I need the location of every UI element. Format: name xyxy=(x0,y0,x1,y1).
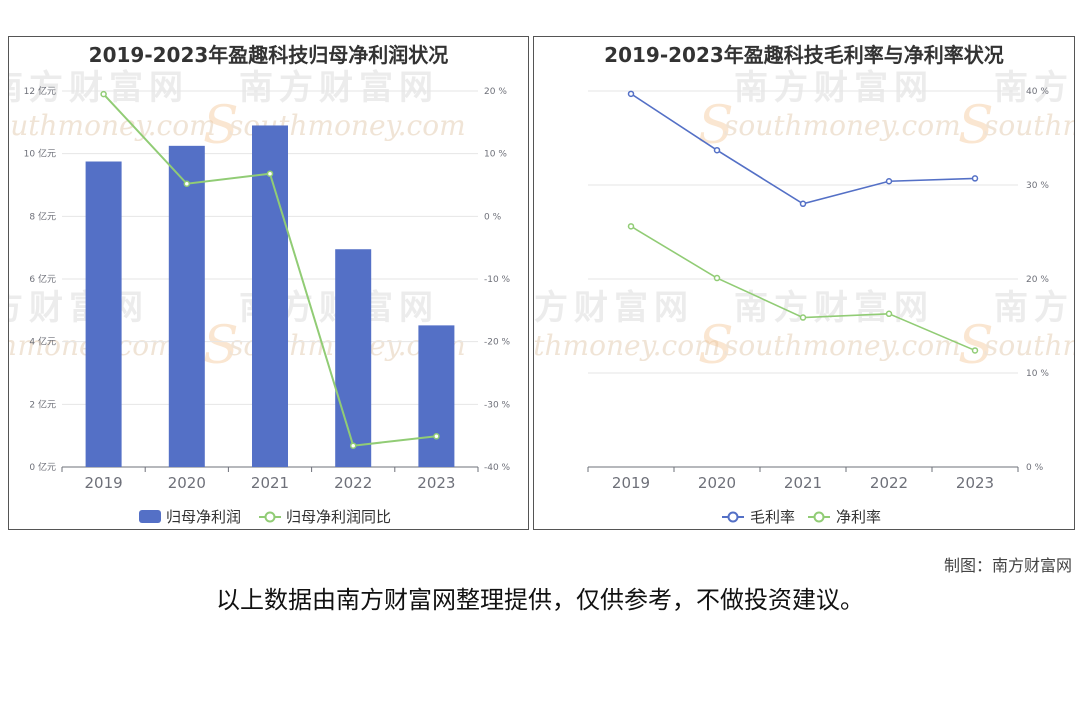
series-point-0-2021 xyxy=(799,200,807,208)
watermark-s: S xyxy=(203,316,239,376)
margin-chart: 南方财富网Ssouthmoney.com南方财富网Ssouthmoney.com… xyxy=(534,68,1075,526)
y-left-tick-label: 6 亿元 xyxy=(29,273,56,285)
legend-marker xyxy=(727,511,739,523)
y-right-tick-label: 10 % xyxy=(484,150,507,160)
chart-title: 2019-2023年盈趣科技毛利率与净利率状况 xyxy=(604,43,1004,67)
watermark-cn: 南方财富网 xyxy=(9,288,149,328)
y-left-tick-label: 12 亿元 xyxy=(24,85,56,97)
watermark-s: S xyxy=(698,96,734,156)
yoy-point-2022 xyxy=(349,442,357,449)
x-tick-label: 2019 xyxy=(85,474,123,492)
y-right-tick-label: 10 % xyxy=(1026,369,1049,379)
watermark-cn: 南方财富网 xyxy=(994,68,1075,108)
watermark-s: S xyxy=(203,96,239,156)
y-right-tick-label: -30 % xyxy=(484,400,511,410)
watermark-en: southmoney.com xyxy=(9,109,216,142)
y-left-tick-label: 0 亿元 xyxy=(29,461,56,473)
net-profit-chart: 南方财富网Ssouthmoney.com南方财富网Ssouthmoney.com… xyxy=(9,68,511,526)
yoy-point-2019 xyxy=(100,90,107,98)
watermark-cn: 南方财富网 xyxy=(534,288,694,328)
y-right-tick-label: -10 % xyxy=(484,275,511,285)
legend-label: 毛利率 xyxy=(750,508,795,526)
y-left-tick-label: 8 亿元 xyxy=(29,210,56,222)
bar-2021 xyxy=(252,125,288,467)
series-point-1-2021 xyxy=(799,314,807,321)
legend-label: 净利率 xyxy=(836,508,881,526)
series-point-0-2023 xyxy=(971,175,979,182)
y-right-tick-label: 30 % xyxy=(1026,181,1049,191)
watermark-cn: 南方财富网 xyxy=(9,68,189,108)
legend-label: 归母净利润 xyxy=(166,508,241,526)
watermark-cn: 南方财富网 xyxy=(994,288,1075,328)
watermark-en: southmoney.com xyxy=(984,329,1075,362)
y-left-tick-label: 2 亿元 xyxy=(29,398,56,410)
yoy-point-2021 xyxy=(266,170,274,177)
watermark-s: S xyxy=(958,96,994,156)
series-point-1-2023 xyxy=(971,347,979,354)
series-point-1-2022 xyxy=(885,310,893,318)
watermark-cn: 南方财富网 xyxy=(239,68,439,108)
x-tick-label: 2021 xyxy=(251,474,289,492)
x-tick-label: 2023 xyxy=(956,474,994,492)
series-point-1-2019 xyxy=(627,223,635,230)
watermark-s: S xyxy=(698,316,734,376)
y-right-tick-label: 20 % xyxy=(1026,275,1049,285)
watermark-en: southmoney.com xyxy=(724,109,961,142)
series-point-0-2022 xyxy=(885,177,893,185)
y-left-tick-label: 4 亿元 xyxy=(29,336,56,348)
x-tick-label: 2022 xyxy=(870,474,908,492)
x-tick-label: 2020 xyxy=(698,474,736,492)
watermark-cn: 南方财富网 xyxy=(734,288,934,328)
legend-bar-swatch xyxy=(139,510,161,523)
watermark-en: southmoney.com xyxy=(534,329,721,362)
yoy-point-2020 xyxy=(183,180,191,187)
y-right-tick-label: 20 % xyxy=(484,87,507,97)
y-left-tick-label: 10 亿元 xyxy=(24,148,56,160)
disclaimer-text: 以上数据由南方财富网整理提供，仅供参考，不做投资建议。 xyxy=(216,586,864,614)
legend-marker xyxy=(813,511,825,523)
series-point-1-2020 xyxy=(713,274,721,282)
legend-label: 归母净利润同比 xyxy=(286,508,391,526)
y-right-tick-label: 0 % xyxy=(484,212,502,222)
bar-2022 xyxy=(335,249,372,467)
legend-marker xyxy=(264,511,276,523)
y-right-tick-label: -20 % xyxy=(484,338,511,348)
y-right-tick-label: 40 % xyxy=(1026,87,1049,97)
series-point-0-2019 xyxy=(627,90,635,98)
x-tick-label: 2023 xyxy=(417,474,455,492)
watermark-en: southmoney.com xyxy=(984,109,1075,142)
net-profit-chart-panel: 2019-2023年盈趣科技归母净利润状况 南方财富网Ssouthmoney.c… xyxy=(8,36,529,530)
y-right-tick-label: 0 % xyxy=(1026,463,1044,473)
bar-2023 xyxy=(418,325,455,467)
yoy-point-2023 xyxy=(433,433,440,440)
watermark-en: southmoney.com xyxy=(724,329,961,362)
x-tick-label: 2022 xyxy=(334,474,372,492)
chart-title: 2019-2023年盈趣科技归母净利润状况 xyxy=(88,43,449,67)
watermark-cn: 南方财富网 xyxy=(734,68,934,108)
x-tick-label: 2019 xyxy=(612,474,650,492)
chart-credit: 制图：南方财富网 xyxy=(943,556,1072,575)
x-tick-label: 2020 xyxy=(168,474,206,492)
bar-2020 xyxy=(168,145,205,467)
y-right-tick-label: -40 % xyxy=(484,463,511,473)
x-tick-label: 2021 xyxy=(784,474,822,492)
series-point-0-2020 xyxy=(713,146,721,154)
bar-2019 xyxy=(85,161,122,467)
